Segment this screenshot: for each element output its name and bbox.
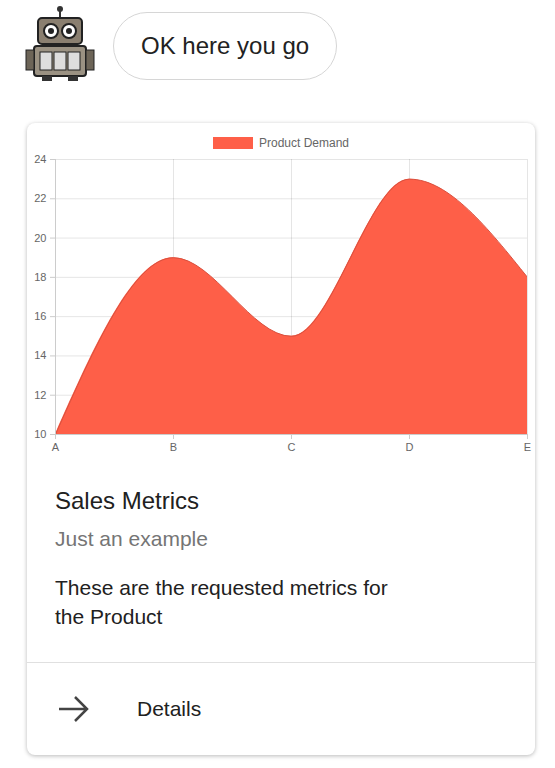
html-text:Details: Details bbox=[137, 697, 202, 720]
svg-text:16: 16 bbox=[34, 310, 46, 322]
svg-text:C: C bbox=[288, 441, 296, 453]
svg-text:D: D bbox=[406, 441, 414, 453]
svg-text:10: 10 bbox=[34, 428, 46, 440]
svg-text:12: 12 bbox=[34, 389, 46, 401]
html-text:Just an example: Just an example bbox=[55, 527, 208, 550]
svg-text:24: 24 bbox=[34, 153, 46, 165]
svg-text:18: 18 bbox=[34, 271, 46, 283]
svg-text:14: 14 bbox=[34, 349, 46, 361]
svg-text:B: B bbox=[170, 441, 177, 453]
svg-text:E: E bbox=[524, 441, 531, 453]
svg-text:20: 20 bbox=[34, 232, 46, 244]
html-text:Sales Metrics: Sales Metrics bbox=[55, 487, 199, 514]
svg-text:A: A bbox=[52, 441, 60, 453]
html-text:Product Demand: Product Demand bbox=[259, 136, 349, 150]
svg-text:22: 22 bbox=[34, 192, 46, 204]
html-text:OK here you go: OK here you go bbox=[141, 32, 310, 59]
html-text:These are the requested metric: These are the requested metrics for the … bbox=[55, 576, 388, 628]
